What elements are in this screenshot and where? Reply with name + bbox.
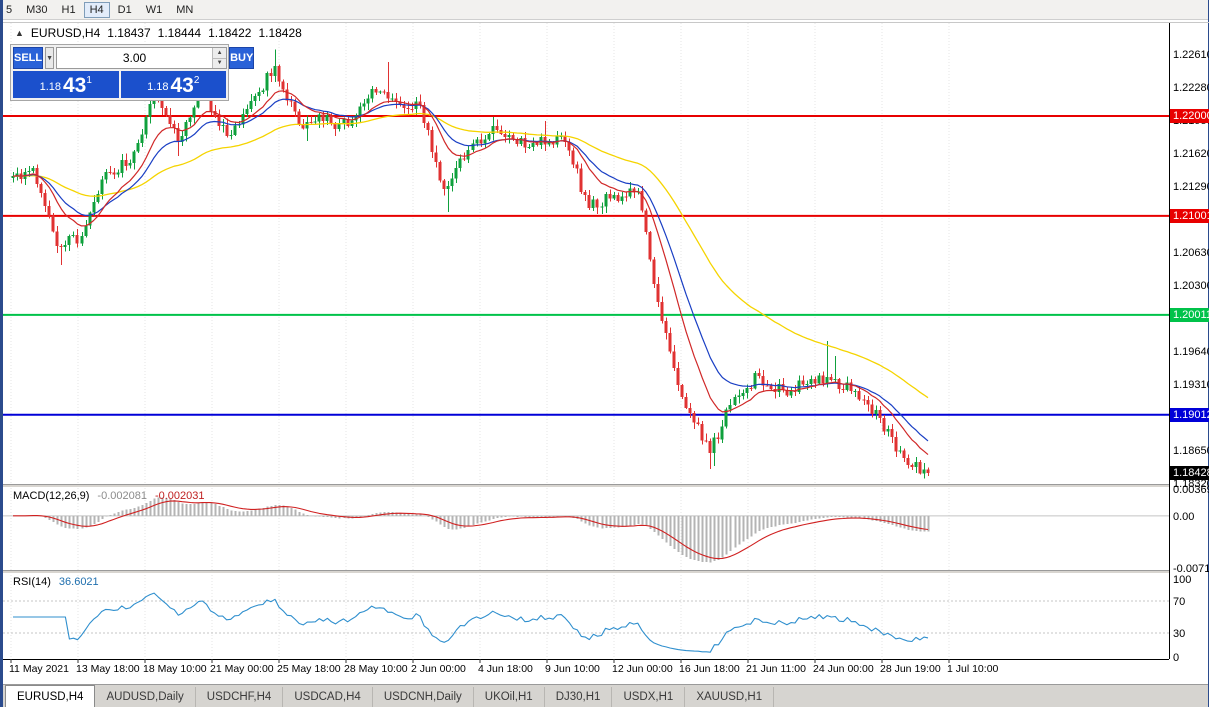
chart-tab-xauusd-h1[interactable]: XAUUSD,H1 bbox=[685, 687, 775, 707]
volume-dropdown-icon[interactable]: ▼ bbox=[45, 47, 55, 69]
buy-price-prefix: 1.18 bbox=[147, 81, 169, 93]
volume-stepper: ▲ ▼ bbox=[212, 48, 227, 68]
buy-price-big: 43 bbox=[170, 74, 194, 97]
one-click-trading-panel: SELL ▼ ▲ ▼ BUY 1.18 43 1 1.18 43 2 bbox=[10, 44, 255, 101]
sell-button[interactable]: SELL bbox=[13, 47, 44, 69]
chart-canvas[interactable] bbox=[3, 0, 1209, 684]
chart-tab-usdcad-h4[interactable]: USDCAD,H4 bbox=[283, 687, 373, 707]
chart-tab-bar: EURUSD,H4 AUDUSD,Daily USDCHF,H4 USDCAD,H4 U… bbox=[3, 684, 1208, 707]
chart-tab-usdcnh-daily[interactable]: USDCNH,Daily bbox=[373, 687, 474, 707]
timeframe-button-5[interactable]: 5 bbox=[6, 3, 13, 16]
chart-tab-audusd-daily[interactable]: AUDUSD,Daily bbox=[95, 687, 196, 707]
chart-tab-eurusd-h4[interactable]: EURUSD,H4 bbox=[5, 685, 96, 707]
sell-price-display[interactable]: 1.18 43 1 bbox=[13, 71, 119, 98]
timeframe-button-w1[interactable]: W1 bbox=[145, 3, 163, 16]
chart-tab-usdchf-h4[interactable]: USDCHF,H4 bbox=[196, 687, 284, 707]
buy-price-display[interactable]: 1.18 43 2 bbox=[120, 71, 226, 98]
buy-button[interactable]: BUY bbox=[229, 47, 255, 69]
timeframe-button-m30[interactable]: M30 bbox=[26, 3, 48, 16]
timeframe-button-mn[interactable]: MN bbox=[176, 3, 194, 16]
sell-price-prefix: 1.18 bbox=[39, 81, 61, 93]
timeframe-toolbar: 5 M30 H1 H4 D1 W1 MN bbox=[3, 0, 1208, 20]
volume-input[interactable] bbox=[57, 48, 213, 68]
chart-tab-ukoil-h1[interactable]: UKOil,H1 bbox=[474, 687, 545, 707]
spin-up-icon[interactable]: ▲ bbox=[213, 48, 227, 59]
timeframe-button-h4[interactable]: H4 bbox=[83, 1, 110, 18]
spin-down-icon[interactable]: ▼ bbox=[213, 58, 227, 68]
timeframe-button-d1[interactable]: D1 bbox=[117, 3, 132, 16]
buy-price-pip: 2 bbox=[193, 75, 200, 86]
sell-price-big: 43 bbox=[63, 74, 87, 97]
chart-tab-dj30-h1[interactable]: DJ30,H1 bbox=[545, 687, 613, 707]
chart-tab-usdx-h1[interactable]: USDX,H1 bbox=[612, 687, 686, 707]
timeframe-button-h1[interactable]: H1 bbox=[61, 3, 76, 16]
sell-price-pip: 1 bbox=[86, 75, 92, 86]
